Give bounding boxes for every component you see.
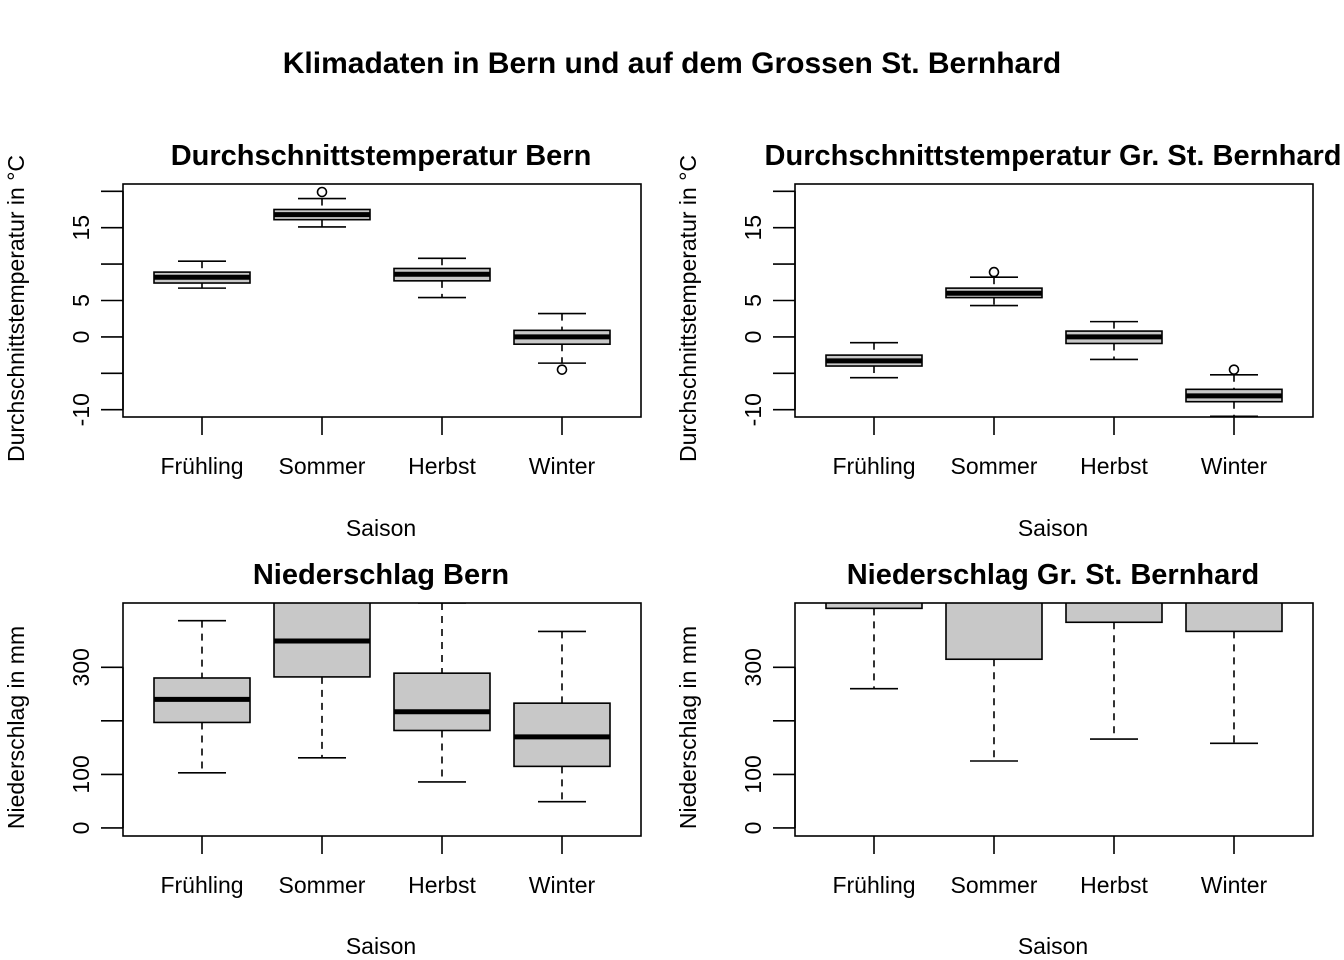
box-winter (1185, 603, 1283, 745)
x-tick-label: Winter (1201, 872, 1268, 898)
y-tick-label: 0 (740, 331, 766, 344)
chart-panel: Durchschnittstemperatur Gr. St. Bernhard… (675, 140, 1341, 541)
y-axis-label: Durchschnittstemperatur in °C (675, 155, 701, 462)
x-tick-label: Herbst (1080, 453, 1148, 479)
x-tick-label: Sommer (951, 872, 1038, 898)
chart-title: Durchschnittstemperatur Gr. St. Bernhard (765, 140, 1342, 172)
y-axis-label: Niederschlag in mm (3, 626, 29, 829)
x-tick-label: Frühling (832, 453, 915, 479)
x-axis-label: Saison (1018, 933, 1088, 959)
box-body (1065, 603, 1163, 624)
plot-frame (794, 183, 1314, 418)
y-tick-label: 15 (68, 215, 94, 241)
y-tick-label: -10 (740, 393, 766, 426)
box-body (825, 603, 923, 610)
chart-panel: Durchschnittstemperatur Bern -10 0 5 15 Frühl… (3, 140, 642, 541)
box-frühling (153, 619, 251, 774)
x-tick-label: Winter (529, 453, 596, 479)
y-tick-label: 0 (68, 822, 94, 835)
x-tick-label: Sommer (279, 872, 366, 898)
x-tick-label: Winter (1201, 453, 1268, 479)
y-axis-label: Niederschlag in mm (675, 626, 701, 829)
chart-title: Durchschnittstemperatur Bern (171, 140, 592, 172)
outlier-point (556, 364, 568, 375)
x-tick-label: Frühling (160, 872, 243, 898)
y-tick-label: 15 (740, 215, 766, 241)
box-herbst (393, 257, 491, 299)
x-tick-label: Sommer (279, 453, 366, 479)
x-tick-label: Winter (529, 872, 596, 898)
chart-title: Niederschlag Bern (253, 559, 509, 591)
y-tick-label: -10 (68, 393, 94, 426)
x-axis-label: Saison (1018, 515, 1088, 541)
x-tick-label: Frühling (160, 453, 243, 479)
outlier-point (988, 266, 1000, 278)
y-tick-label: 300 (68, 648, 94, 686)
box-herbst (1065, 603, 1163, 740)
x-axis-label: Saison (346, 933, 416, 959)
chart-panel: Niederschlag Bern 0 100 300 Frühling Sommer He… (3, 559, 642, 959)
box-herbst (1065, 320, 1163, 361)
box-winter (513, 312, 611, 375)
y-tick-label: 300 (740, 648, 766, 686)
y-axis-label: Durchschnittstemperatur in °C (3, 155, 29, 462)
box-frühling (825, 341, 923, 379)
y-tick-label: 100 (68, 755, 94, 793)
box-frühling (153, 260, 251, 289)
chart-title: Niederschlag Gr. St. Bernhard (847, 559, 1260, 591)
box-sommer (273, 603, 371, 759)
x-tick-label: Frühling (832, 872, 915, 898)
boxes-group (153, 603, 611, 803)
chart-panel: Niederschlag Gr. St. Bernhard 0 100 300 Früh… (675, 559, 1314, 959)
outlier-point (316, 186, 328, 198)
plot-frame (122, 183, 642, 418)
x-tick-label: Herbst (1080, 872, 1148, 898)
y-tick-label: 100 (740, 755, 766, 793)
x-axis-label: Saison (346, 515, 416, 541)
box-frühling (825, 603, 923, 690)
box-herbst (393, 603, 491, 783)
x-tick-label: Herbst (408, 872, 476, 898)
boxes-group (825, 603, 1283, 762)
x-tick-label: Sommer (951, 453, 1038, 479)
y-tick-label: 5 (68, 294, 94, 307)
box-body (945, 603, 1043, 661)
box-winter (1185, 364, 1283, 417)
outlier-point (1228, 364, 1240, 375)
box-sommer (945, 603, 1043, 762)
boxes-group (153, 186, 611, 375)
box-body (1185, 603, 1283, 633)
box-body (393, 672, 491, 732)
plot-frame (794, 602, 1314, 837)
y-tick-label: 0 (68, 331, 94, 344)
chart-panels: Durchschnittstemperatur Bern -10 0 5 15 Frühl… (3, 140, 1341, 959)
boxes-group (825, 266, 1283, 417)
box-sommer (273, 186, 371, 228)
x-tick-label: Herbst (408, 453, 476, 479)
y-tick-label: 5 (740, 294, 766, 307)
figure-title: Klimadaten in Bern und auf dem Grossen S… (283, 47, 1061, 80)
box-sommer (945, 266, 1043, 307)
y-tick-label: 0 (740, 822, 766, 835)
box-winter (513, 630, 611, 803)
